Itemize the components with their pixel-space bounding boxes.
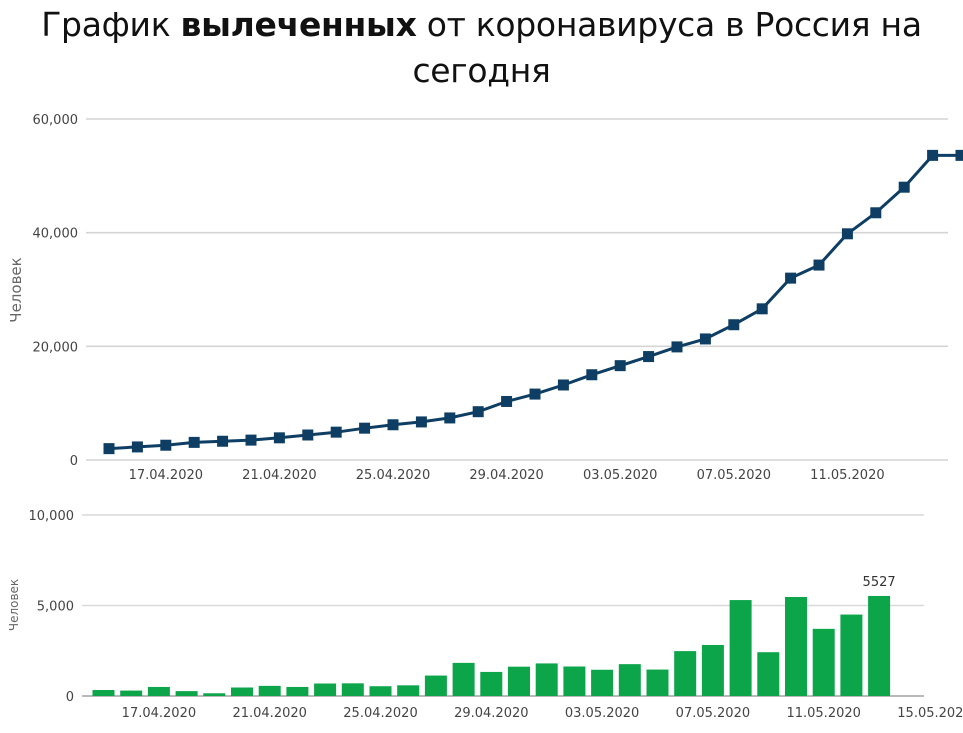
line-data-point[interactable] (302, 429, 314, 441)
line-data-point[interactable] (415, 416, 427, 428)
bar[interactable] (452, 662, 475, 696)
bar[interactable] (868, 595, 891, 696)
bar[interactable] (785, 596, 807, 696)
bar[interactable] (480, 671, 503, 696)
line-data-point[interactable] (529, 388, 541, 400)
line-data-point[interactable] (643, 351, 655, 363)
line-data-point[interactable] (927, 149, 939, 161)
line-series-path (108, 153, 961, 451)
bar-y-tick-label: 10,000 (29, 509, 75, 524)
line-data-point[interactable] (103, 443, 115, 455)
bar[interactable] (147, 686, 170, 696)
bar[interactable] (618, 664, 641, 696)
bar-x-tick-label: 21.04.2020 (232, 706, 306, 721)
bar[interactable] (508, 666, 530, 696)
line-data-point[interactable] (756, 303, 768, 315)
bar-data-label: 5527 (863, 575, 896, 590)
line-data-point[interactable] (728, 319, 740, 331)
bar-y-tick-label: 5,000 (37, 600, 74, 615)
line-data-point[interactable] (131, 441, 143, 453)
bar-x-tick-label: 11.05.2020 (786, 706, 860, 721)
line-y-axis-title: Человек (7, 257, 25, 322)
bar[interactable] (369, 686, 392, 696)
line-x-tick-label: 29.04.2020 (469, 468, 543, 483)
bar[interactable] (701, 644, 724, 696)
line-data-point[interactable] (387, 419, 399, 431)
line-data-point[interactable] (813, 259, 825, 271)
line-y-tick-label: 20,000 (33, 340, 79, 355)
bar-y-axis-title: Человек (7, 579, 21, 631)
bar-y-tick-label: 0 (66, 690, 74, 705)
line-y-tick-label: 0 (70, 454, 78, 469)
line-y-tick-label: 60,000 (33, 113, 79, 128)
line-x-tick-label: 21.04.2020 (242, 468, 316, 483)
line-data-point[interactable] (501, 395, 513, 407)
title-prefix: График (41, 5, 181, 44)
bar[interactable] (563, 666, 586, 696)
line-data-point[interactable] (955, 149, 963, 161)
bar[interactable] (757, 652, 780, 696)
bar[interactable] (258, 685, 281, 696)
bar-x-tick-label: 07.05.2020 (676, 706, 750, 721)
bar-x-tick-label: 29.04.2020 (454, 706, 528, 721)
bar[interactable] (92, 690, 115, 696)
line-data-point[interactable] (359, 422, 371, 434)
line-data-point[interactable] (188, 436, 200, 448)
bar[interactable] (812, 628, 835, 696)
bar[interactable] (840, 614, 863, 696)
line-x-tick-label: 07.05.2020 (697, 468, 771, 483)
bar[interactable] (231, 687, 253, 696)
recovered-line-chart: 0 20,000 40,000 60,000 Человек 17.04.2020 21.0… (7, 113, 963, 483)
line-data-point[interactable] (841, 228, 853, 240)
line-data-point[interactable] (614, 360, 626, 372)
bar[interactable] (674, 651, 697, 696)
bar[interactable] (203, 693, 226, 696)
bar[interactable] (397, 685, 420, 696)
daily-recovered-bar-chart: 0 5,000 10,000 Человек 5527 17.04.2020 21.04.2… (7, 509, 963, 721)
title-suffix: от коронавируса в Россия на сегодня (412, 5, 922, 90)
bar[interactable] (120, 690, 143, 696)
line-data-point[interactable] (160, 439, 172, 451)
title-bold: вылеченных (180, 5, 417, 44)
line-data-point[interactable] (898, 181, 910, 193)
bar[interactable] (729, 600, 752, 696)
bar-x-tick-label: 15.05.2020 (897, 706, 963, 721)
line-x-tick-label: 25.04.2020 (356, 468, 430, 483)
line-data-point[interactable] (699, 333, 711, 345)
bar-x-tick-label: 25.04.2020 (343, 706, 417, 721)
line-data-point[interactable] (586, 369, 598, 381)
line-data-point[interactable] (444, 412, 456, 424)
line-data-point[interactable] (785, 272, 797, 284)
line-data-point[interactable] (273, 432, 285, 444)
line-x-tick-label: 11.05.2020 (810, 468, 884, 483)
line-y-tick-label: 40,000 (33, 227, 79, 242)
bar[interactable] (591, 669, 614, 696)
line-data-point[interactable] (217, 435, 229, 447)
bar[interactable] (341, 683, 364, 696)
chart-title: График вылеченных от коронавируса в Росс… (0, 2, 963, 94)
bar[interactable] (535, 663, 558, 696)
line-data-point[interactable] (472, 406, 484, 418)
bar[interactable] (424, 675, 447, 696)
bar-x-tick-label: 03.05.2020 (565, 706, 639, 721)
line-data-point[interactable] (557, 379, 569, 391)
bar[interactable] (314, 683, 337, 696)
bar-x-tick-label: 17.04.2020 (122, 706, 196, 721)
line-x-tick-label: 17.04.2020 (129, 468, 203, 483)
line-data-point[interactable] (245, 434, 257, 446)
bar[interactable] (175, 691, 198, 696)
line-data-point[interactable] (870, 207, 882, 219)
line-x-tick-label: 03.05.2020 (583, 468, 657, 483)
line-data-point[interactable] (671, 341, 683, 353)
line-data-point[interactable] (330, 426, 342, 438)
bar[interactable] (646, 669, 669, 696)
bar[interactable] (286, 686, 309, 696)
